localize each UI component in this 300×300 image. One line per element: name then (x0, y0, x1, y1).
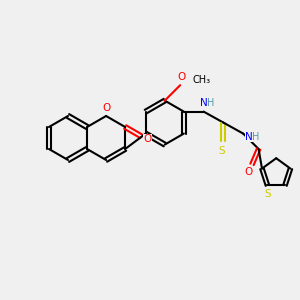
Text: O: O (177, 72, 185, 82)
Text: N: N (200, 98, 208, 108)
Text: H: H (252, 132, 260, 142)
Text: O: O (102, 103, 110, 113)
Text: S: S (218, 146, 225, 156)
Text: O: O (143, 134, 152, 144)
Text: CH₃: CH₃ (192, 75, 210, 85)
Text: O: O (244, 167, 252, 177)
Text: S: S (264, 189, 271, 199)
Text: N: N (245, 132, 253, 142)
Text: H: H (207, 98, 214, 108)
